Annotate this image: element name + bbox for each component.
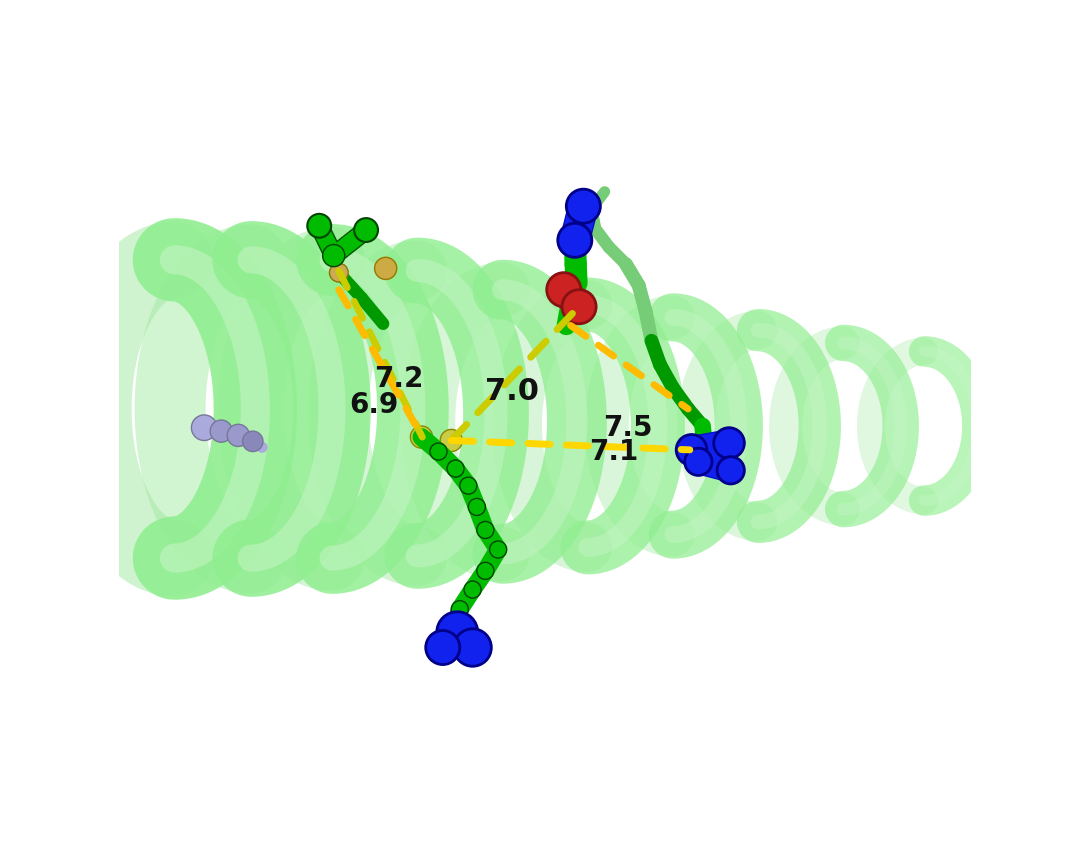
Circle shape [567,189,601,223]
Circle shape [562,290,596,324]
Circle shape [410,426,433,448]
Text: 7.2: 7.2 [375,366,424,393]
Text: 7.0: 7.0 [485,377,540,406]
Circle shape [437,612,477,653]
Circle shape [464,581,481,598]
Circle shape [323,245,344,267]
Circle shape [440,429,462,452]
Circle shape [192,415,217,440]
Circle shape [210,420,232,442]
Circle shape [558,223,592,257]
Text: 7.1: 7.1 [590,438,639,465]
Circle shape [476,521,494,538]
Circle shape [685,448,712,475]
Circle shape [476,562,494,579]
Circle shape [354,218,378,242]
Circle shape [243,431,263,452]
Circle shape [676,435,707,465]
Circle shape [489,541,507,558]
Circle shape [714,428,744,458]
Circle shape [469,498,485,515]
Circle shape [375,257,397,279]
Circle shape [453,629,492,666]
Circle shape [447,460,464,477]
Text: 6.9: 6.9 [349,391,398,418]
Circle shape [451,601,469,618]
Circle shape [426,630,460,665]
Text: 7.5: 7.5 [603,414,653,441]
Circle shape [307,214,331,238]
Circle shape [717,457,744,484]
Circle shape [429,443,447,460]
Circle shape [227,424,250,446]
Circle shape [329,263,348,282]
Circle shape [460,477,476,494]
Circle shape [547,273,581,307]
